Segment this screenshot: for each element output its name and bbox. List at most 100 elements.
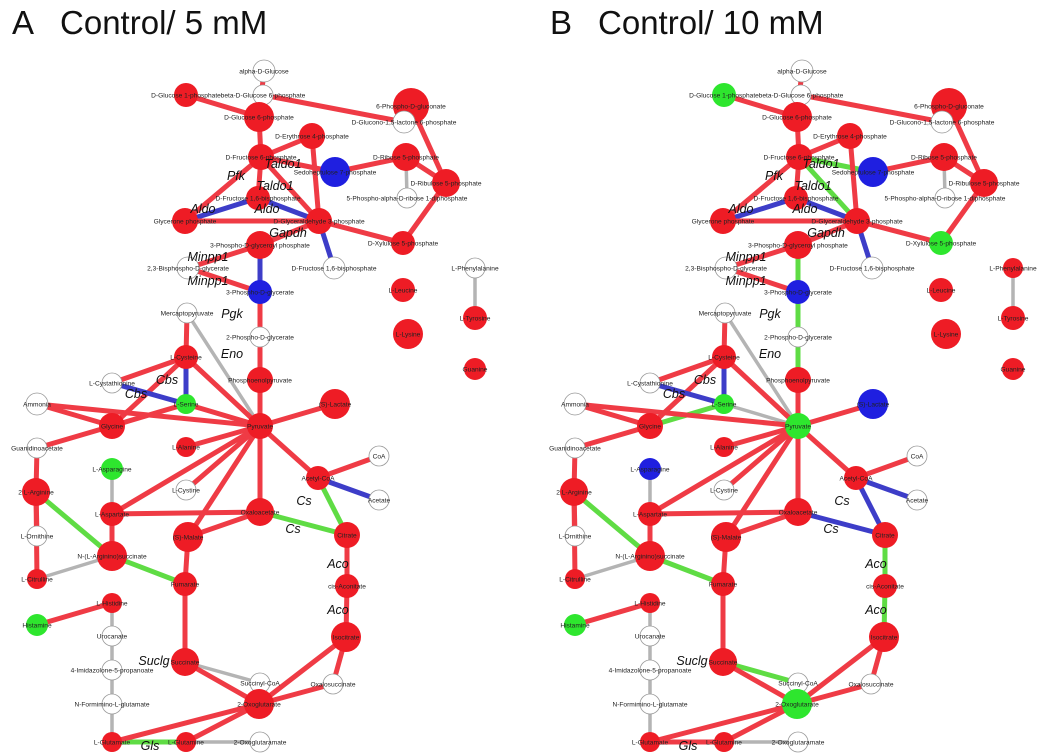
enzyme-label-aldo_b: Aldo — [253, 202, 279, 216]
node-circle — [173, 572, 197, 596]
node-circle — [464, 358, 486, 380]
node-label: N-Formimino-L-glutamate — [74, 701, 149, 708]
node-label: Guanine — [463, 366, 488, 373]
node-circle — [784, 186, 808, 210]
node-s-malate: (S)-Malate — [711, 522, 742, 552]
node-l-glutamine: L-Glutamine — [168, 732, 204, 752]
node-circle — [174, 83, 198, 107]
node-circle — [393, 319, 423, 349]
node-circle — [248, 280, 272, 304]
edge-isocitrate-2og — [794, 634, 887, 707]
node-circle — [174, 345, 198, 369]
node-label: L-Glutamine — [168, 739, 204, 746]
enzyme-label-suclg: Suclg — [138, 654, 169, 668]
node-d-ribulose-5-phosphate: D-Ribulose 5-phosphate — [948, 169, 1020, 197]
node-circle — [244, 689, 274, 719]
node-label: Mercaptopyruvate — [161, 310, 214, 317]
node-circle — [26, 437, 48, 459]
node-circle — [564, 437, 586, 459]
node-label: (S)-Lactate — [319, 401, 352, 408]
node-label: D-Fructose 1,6-bisphosphate — [829, 265, 914, 272]
node-l-citrulline: L-Citrulline — [559, 569, 591, 589]
node-l-ornithine: L-Ornithine — [559, 525, 592, 547]
node-circle — [247, 367, 273, 393]
node-2-phospho-d-glycerate: 2-Phospho-D-glycerate — [226, 326, 294, 348]
node-pyruvate: Pyruvate — [785, 413, 811, 439]
enzyme-label-cs_b: Cs — [285, 522, 300, 536]
node-label: Fumarate — [709, 581, 738, 588]
enzyme-label-aldo_b: Aldo — [791, 202, 817, 216]
node-d-fructose-1-6-bisphosphate-b: D-Fructose 1,6-bisphosphate — [829, 256, 915, 280]
node-2-oxoglutarate: 2-Oxoglutarate — [775, 689, 819, 719]
node-circle — [306, 466, 330, 490]
enzyme-label-gls: Gls — [679, 739, 698, 753]
node-n-l-arginino-succinate: N-(L-Arginino)succinate — [77, 541, 147, 571]
node-glycerone-phosphate: Glycerone phosphate — [692, 208, 755, 234]
node-label: L-Glutamate — [632, 739, 669, 746]
node-ammonia: Ammonia — [23, 392, 51, 416]
node-glycerone-phosphate: Glycerone phosphate — [154, 208, 217, 234]
node-circle — [790, 59, 814, 83]
node-l-aspartate: L-Aspartate — [633, 502, 667, 526]
node-label: 2-Phospho-D-glycerate — [226, 334, 294, 341]
enzyme-label-pfk: Pfk — [227, 169, 246, 183]
node-label: Acetate — [368, 497, 391, 504]
node-circle — [176, 437, 196, 457]
node-label: D-Erythrose 4-phosphate — [813, 133, 887, 140]
enzyme-label-aldo_a: Aldo — [189, 202, 215, 216]
node-circle — [931, 319, 961, 349]
enzyme-label-taldo1_b: Taldo1 — [794, 179, 831, 193]
node-label: Pyruvate — [785, 423, 811, 430]
panel-a-nodes: alpha-D-Glucose D-Glucose 1-phosphate beta… — [11, 59, 499, 753]
node-circle — [563, 392, 587, 416]
node-circle — [906, 445, 928, 467]
node-circle — [564, 525, 586, 547]
node-label: Ammonia — [23, 401, 51, 408]
node-oxalosuccinate: Oxalosuccinate — [848, 673, 894, 695]
node-circle — [869, 622, 899, 652]
node-circle — [99, 413, 125, 439]
node-circle — [639, 659, 661, 681]
node-label: D-Xylulose 5-phosphate — [906, 240, 977, 247]
node-label: D-Glyceraldehyde 3-phosphate — [273, 218, 365, 225]
node-d-glucose-1-phosphate: D-Glucose 1-phosphate — [689, 83, 759, 107]
edge-ammonia-pyruvate — [34, 401, 263, 429]
node-circle — [844, 208, 870, 234]
node-circle — [640, 593, 660, 613]
node-circle — [246, 186, 270, 210]
edge-e4p-gap — [309, 133, 322, 224]
node-label: Oxalosuccinate — [848, 681, 893, 688]
node-label: Succinyl-CoA — [778, 680, 818, 687]
node-n-formimino-l-glutamate: N-Formimino-L-glutamate — [74, 693, 150, 715]
edge-cysta-cys — [109, 354, 189, 386]
node-label: 2-Oxoglutarate — [775, 701, 819, 708]
node-label: L-Serine — [712, 401, 737, 408]
node-label: L-Leucine — [389, 287, 418, 294]
node-circle — [714, 256, 738, 280]
node-circle — [786, 144, 812, 170]
node-label: D-Glucono-1,5-lactone 6-phosphate — [352, 119, 457, 126]
node-circle — [392, 110, 416, 134]
node-label: 4-Imidazolone-5-propanoate — [71, 667, 154, 674]
node-label: 2-Oxoglutaramate — [772, 739, 825, 746]
node-mercaptopyruvate: Mercaptopyruvate — [161, 302, 214, 324]
node-d-fructose-1-6-bisphosphate-b: D-Fructose 1,6-bisphosphate — [291, 256, 377, 280]
enzyme-label-pfk: Pfk — [765, 169, 784, 183]
node-d-erythrose-4-phosphate: D-Erythrose 4-phosphate — [813, 123, 887, 149]
node-fumarate: Fumarate — [709, 572, 738, 596]
node-circle — [844, 466, 868, 490]
node-circle — [714, 302, 736, 324]
node-label: Glycine — [639, 423, 661, 430]
node-circle — [320, 157, 350, 187]
node-label: Guanidinoacetate — [11, 445, 63, 452]
node-l-histidine: L-Histidine — [634, 593, 666, 613]
node-cis-aconitate: cis-Aconitate — [866, 574, 904, 598]
node-d-fructose-6-phosphate: D-Fructose 6-phosphate — [763, 144, 835, 170]
node-circle — [873, 574, 897, 598]
node-circle — [858, 157, 888, 187]
node-label: D-Ribose 5-phosphate — [373, 154, 439, 161]
node-circle — [639, 625, 661, 647]
node-d-ribose-5-phosphate: D-Ribose 5-phosphate — [373, 143, 439, 171]
node-label: Phosphoenolpyruvate — [228, 377, 292, 384]
